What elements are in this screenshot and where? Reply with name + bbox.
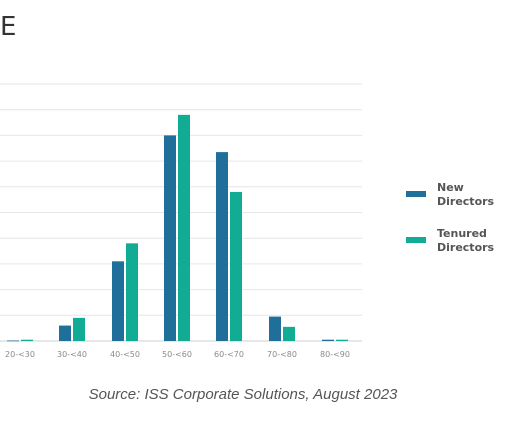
legend-label-new-directors: New Directors — [437, 181, 495, 208]
bar-new-3 — [164, 135, 176, 341]
bar-new-5 — [269, 316, 281, 341]
bar-tenured-5 — [283, 326, 295, 341]
bar-tenured-2 — [126, 243, 138, 341]
x-tick-label: 30-<40 — [57, 350, 87, 359]
x-tick-label: 70-<80 — [267, 350, 297, 359]
bar-new-2 — [112, 261, 124, 341]
bar-tenured-1 — [73, 317, 85, 341]
legend-item-tenured-directors: Tenured Directors — [406, 227, 507, 255]
bar-new-4 — [216, 152, 228, 341]
bar-tenured-0 — [21, 339, 33, 341]
x-tick-label: 50-<60 — [162, 350, 192, 359]
bars — [7, 114, 348, 342]
legend-swatch-tenured-directors — [406, 237, 426, 243]
legend-swatch-new-directors — [406, 191, 426, 197]
bar-new-6 — [322, 339, 334, 341]
bar-new-0 — [7, 340, 19, 342]
chart-title-fragment: E — [0, 12, 17, 42]
x-tick-label: 60-<70 — [214, 350, 244, 359]
bar-tenured-6 — [336, 339, 348, 341]
x-tick-label: 80-<90 — [320, 350, 350, 359]
x-tick-label: 40-<50 — [110, 350, 140, 359]
x-tick-label: 20-<30 — [5, 350, 35, 359]
bar-new-1 — [59, 325, 71, 341]
x-axis-tick-labels: 20-<30 30-<40 40-<50 50-<60 60-<70 70-<80 80-<… — [5, 350, 350, 359]
bar-tenured-4 — [230, 191, 242, 341]
legend-label-tenured-directors: Tenured Directors — [437, 227, 495, 254]
bar-tenured-3 — [178, 114, 190, 341]
legend: New Directors Tenured Directors — [406, 181, 507, 273]
legend-item-new-directors: New Directors — [406, 181, 507, 209]
source-caption: Source: ISS Corporate Solutions, August … — [88, 386, 398, 403]
